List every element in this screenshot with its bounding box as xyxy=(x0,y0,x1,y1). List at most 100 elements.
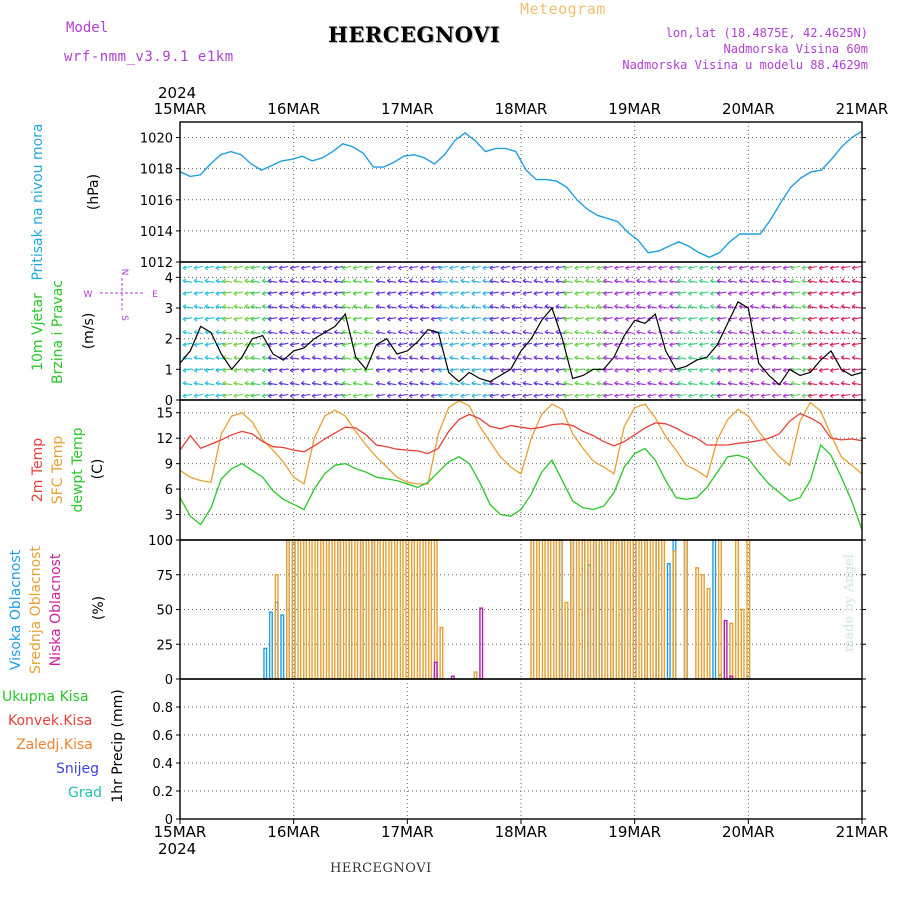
wind-arrow xyxy=(353,291,363,295)
wind-arrow-head xyxy=(482,380,487,386)
wind-arrow xyxy=(563,382,573,386)
wind-arrow xyxy=(636,280,646,283)
wind-arrow xyxy=(783,305,793,309)
wind-arrow-head xyxy=(807,355,812,361)
wind-arrow-head xyxy=(408,355,413,361)
wind-arrow xyxy=(323,357,333,360)
wind-arrow-head xyxy=(244,278,249,284)
wind-arrow xyxy=(636,382,646,386)
wind-arrow xyxy=(334,305,344,309)
wind-arrow xyxy=(471,368,481,371)
wind-arrow-head xyxy=(278,393,283,399)
wind-arrow xyxy=(251,331,261,335)
wind-arrow-head xyxy=(677,303,681,309)
wind-arrow-head xyxy=(278,265,283,271)
cloud-bar-mid xyxy=(371,539,376,680)
wind-arrow-head xyxy=(193,367,198,373)
wind-arrow xyxy=(387,331,397,335)
wind-arrow-head xyxy=(555,367,560,373)
wind-arrow xyxy=(585,265,595,269)
wind-arrow xyxy=(438,291,448,295)
wind-arrow xyxy=(808,382,818,386)
wind-arrow xyxy=(364,357,374,360)
wind-arrow-head xyxy=(840,265,845,271)
wind-arrow xyxy=(830,265,840,269)
wind-arrow-head xyxy=(449,291,454,297)
wind-arrow xyxy=(669,265,679,269)
wind-arrow-head xyxy=(658,265,662,271)
wind-arrow-head xyxy=(261,355,266,361)
wind-arrow xyxy=(364,342,374,346)
wind-arrow-head xyxy=(300,303,305,309)
wind-arrow-head xyxy=(363,291,368,297)
cloud-bar-high xyxy=(263,647,268,680)
wind-arrow-head xyxy=(322,342,327,348)
wind-arrow-head xyxy=(267,380,272,386)
wind-arrow-head xyxy=(300,367,305,373)
wind-arrow xyxy=(471,265,481,269)
wind-arrow-head xyxy=(603,367,607,373)
wind-arrow xyxy=(555,382,565,386)
wind-arrow-head xyxy=(352,380,357,386)
wind-arrow xyxy=(376,280,386,283)
wind-arrow xyxy=(233,368,243,371)
wind-arrow xyxy=(222,265,232,269)
wind-arrow xyxy=(563,342,573,346)
wind-arrow-head xyxy=(807,278,812,284)
wind-arrow-head xyxy=(500,291,505,297)
wind-arrow-head xyxy=(710,316,714,322)
wind-arrow-head xyxy=(449,380,454,386)
wind-arrow xyxy=(251,382,261,386)
wind-arrow-head xyxy=(244,291,249,297)
wind-arrow-head xyxy=(625,303,629,309)
wind-arrow-head xyxy=(267,393,272,399)
wind-arrow-head xyxy=(289,342,294,348)
wind-arrow xyxy=(669,305,679,309)
wind-arrow-head xyxy=(738,316,743,322)
wind-arrow xyxy=(215,393,226,397)
wind-arrow-head xyxy=(669,329,673,335)
wind-arrow-head xyxy=(222,316,227,322)
wind-arrow xyxy=(808,280,818,283)
wind-arrow xyxy=(596,393,606,397)
wind-arrow-head xyxy=(801,393,806,399)
wind-arrow-head xyxy=(801,278,806,284)
wind-arrow-head xyxy=(647,291,651,297)
wind-arrow-head xyxy=(585,265,590,271)
wind-arrow xyxy=(409,342,419,346)
wind-arrow-head xyxy=(352,329,357,335)
precip-legend-item: Ukupna Kisa xyxy=(2,689,89,705)
wind-arrow xyxy=(750,305,760,309)
wind-arrow-head xyxy=(614,355,618,361)
wind-arrow xyxy=(482,357,492,360)
wind-arrow xyxy=(841,317,851,320)
wind-arrow xyxy=(268,368,278,371)
wind-arrow xyxy=(449,265,459,269)
wind-arrow-head xyxy=(807,265,812,271)
wind-arrow-head xyxy=(801,265,806,271)
wind-arrow xyxy=(750,291,760,295)
wind-arrow xyxy=(585,357,595,360)
wind-arrow-head xyxy=(771,278,776,284)
wind-arrow xyxy=(852,305,862,309)
wind-arrow xyxy=(279,357,289,360)
wind-arrow-head xyxy=(386,291,391,297)
wind-arrow-head xyxy=(489,291,494,297)
wind-arrow-head xyxy=(233,380,238,386)
wind-arrow xyxy=(739,331,749,335)
wind-arrow xyxy=(182,265,193,269)
wind-arrow xyxy=(420,305,430,309)
wind-arrow-head xyxy=(278,303,283,309)
wind-arrow xyxy=(739,291,749,295)
wind-arrow xyxy=(215,291,226,295)
wind-arrow-head xyxy=(677,329,681,335)
wind-arrow xyxy=(268,280,278,283)
wind-arrow-head xyxy=(397,291,402,297)
wind-arrow-head xyxy=(261,316,266,322)
wind-arrow xyxy=(603,265,613,269)
wind-arrow xyxy=(222,342,232,346)
wind-arrow-head xyxy=(738,342,743,348)
wind-arrow-head xyxy=(603,342,607,348)
wind-arrow-head xyxy=(244,329,249,335)
wind-arrow xyxy=(376,265,386,269)
